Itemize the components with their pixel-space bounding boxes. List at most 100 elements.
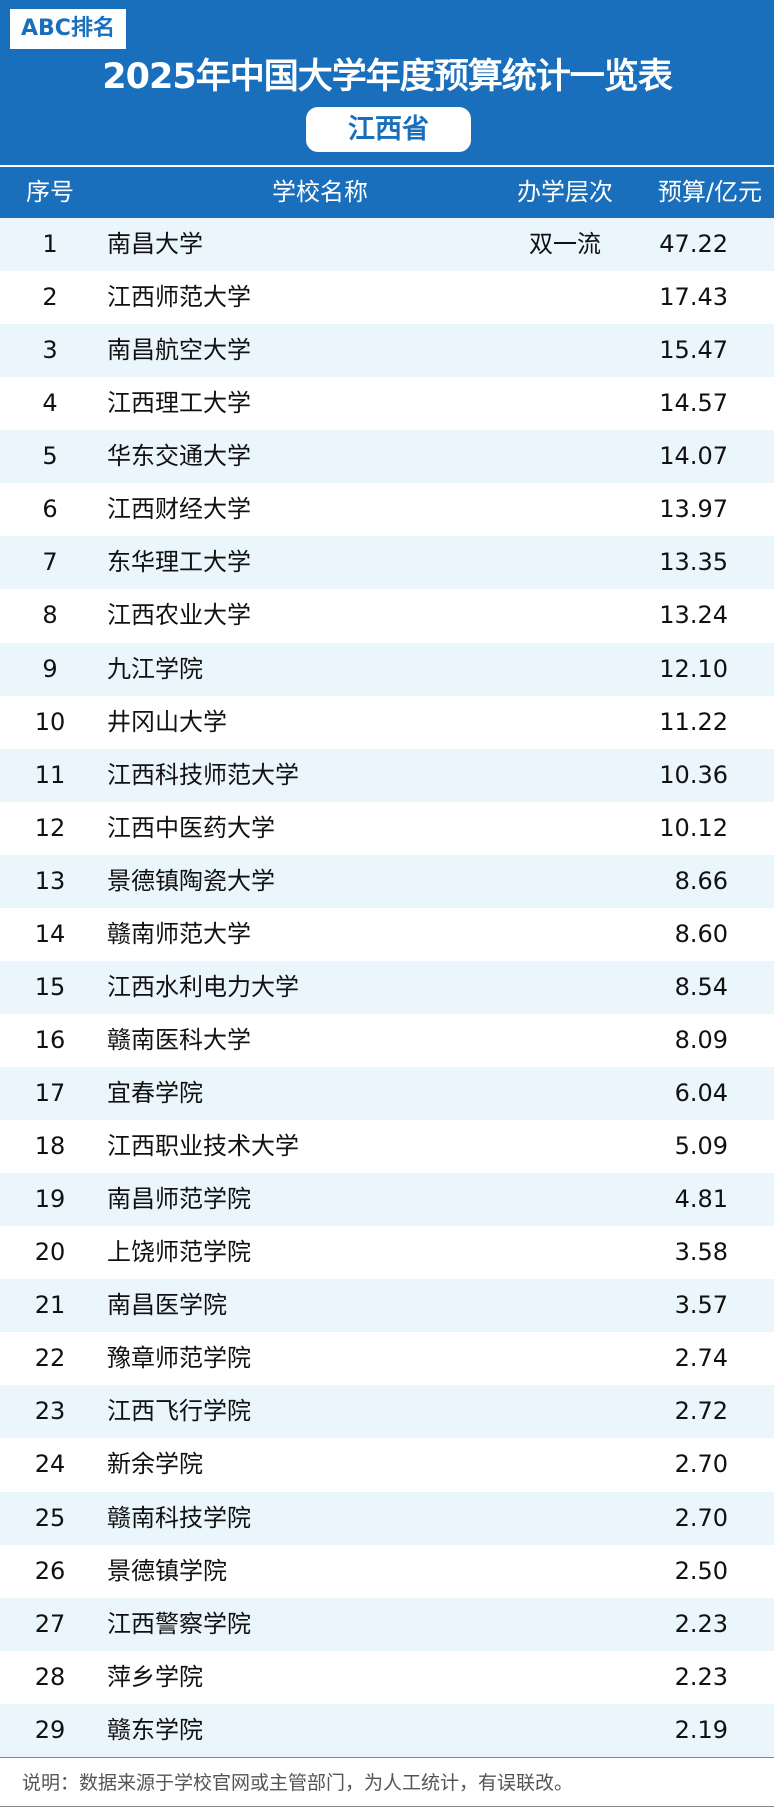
- row-index: 8: [42, 601, 58, 630]
- row-index: 23: [34, 1397, 66, 1426]
- table-row: 9 九江学院 12.10: [0, 642, 774, 696]
- school-name: 南昌航空大学: [107, 336, 251, 365]
- row-index: 2: [42, 283, 58, 312]
- school-name: 江西中医药大学: [107, 813, 275, 842]
- school-name: 赣南科技学院: [107, 1503, 251, 1532]
- table-header: 序号 学校名称 办学层次 预算/亿元: [0, 167, 774, 218]
- row-index: 21: [34, 1291, 66, 1320]
- column-header-level: 办学层次: [517, 178, 613, 206]
- school-name: 景德镇陶瓷大学: [107, 866, 275, 895]
- school-name: 新余学院: [107, 1450, 203, 1479]
- budget-value: 12.10: [659, 654, 728, 683]
- row-index: 26: [34, 1556, 66, 1585]
- column-header-budget: 预算/亿元: [657, 178, 762, 206]
- budget-value: 6.04: [674, 1079, 728, 1107]
- budget-value: 2.19: [674, 1715, 728, 1744]
- budget-value: 17.43: [659, 283, 728, 312]
- row-index: 29: [34, 1715, 66, 1744]
- budget-value: 4.81: [674, 1185, 728, 1214]
- school-name: 九江学院: [107, 654, 203, 683]
- table-row: 12 江西中医药大学 10.12: [0, 801, 774, 855]
- table-row: 8 江西农业大学 13.24: [0, 589, 774, 643]
- table-row: 25 赣南科技学院 2.70: [0, 1491, 774, 1545]
- table-row: 6 江西财经大学 13.97: [0, 483, 774, 537]
- school-name: 江西财经大学: [107, 495, 251, 524]
- brand-badge: ABC排名: [10, 9, 126, 49]
- table-row: 26 景德镇学院 2.50: [0, 1544, 774, 1598]
- school-name: 萍乡学院: [107, 1662, 203, 1691]
- row-index: 27: [34, 1609, 66, 1638]
- table-row: 11 江西科技师范大学 10.36: [0, 748, 774, 802]
- province-label: 江西省: [306, 107, 471, 152]
- school-name: 华东交通大学: [107, 442, 251, 471]
- row-index: 13: [34, 866, 66, 895]
- table-row: 14 赣南师范大学 8.60: [0, 907, 774, 961]
- page-title: 2025年中国大学年度预算统计一览表: [102, 57, 672, 97]
- school-level: 双一流: [529, 230, 601, 258]
- table-row: 15 江西水利电力大学 8.54: [0, 960, 774, 1014]
- school-name: 江西科技师范大学: [107, 760, 299, 789]
- budget-value: 10.12: [659, 813, 728, 842]
- table-row: 23 江西飞行学院 2.72: [0, 1385, 774, 1439]
- school-name: 南昌大学: [107, 230, 203, 258]
- school-name: 江西理工大学: [107, 389, 251, 418]
- budget-value: 10.36: [659, 760, 728, 789]
- budget-value: 2.70: [674, 1503, 728, 1532]
- budget-value: 11.22: [659, 707, 728, 736]
- school-name: 豫章师范学院: [107, 1344, 251, 1373]
- row-index: 6: [42, 495, 58, 524]
- table-row: 7 东华理工大学 13.35: [0, 536, 774, 590]
- table-row: 1 南昌大学 双一流 47.22: [0, 218, 774, 272]
- table-row: 28 萍乡学院 2.23: [0, 1650, 774, 1704]
- table-row: 18 江西职业技术大学 5.09: [0, 1120, 774, 1174]
- school-name: 江西水利电力大学: [107, 972, 299, 1001]
- school-name: 江西职业技术大学: [107, 1132, 299, 1161]
- budget-value: 13.35: [659, 548, 728, 577]
- row-index: 3: [42, 336, 58, 365]
- header-banner: ABC排名 2025年中国大学年度预算统计一览表 江西省: [0, 0, 774, 165]
- school-name: 景德镇学院: [107, 1556, 227, 1585]
- budget-value: 8.54: [674, 972, 728, 1001]
- budget-value: 14.57: [659, 389, 728, 418]
- budget-value: 3.58: [674, 1238, 728, 1267]
- budget-value: 15.47: [659, 336, 728, 365]
- row-index: 17: [34, 1079, 66, 1107]
- budget-value: 2.50: [674, 1556, 728, 1585]
- school-name: 南昌医学院: [107, 1291, 227, 1320]
- table-row: 16 赣南医科大学 8.09: [0, 1013, 774, 1067]
- row-index: 12: [34, 813, 66, 842]
- table-row: 20 上饶师范学院 3.58: [0, 1226, 774, 1280]
- school-name: 南昌师范学院: [107, 1185, 251, 1214]
- budget-value: 3.57: [674, 1291, 728, 1320]
- budget-value: 8.09: [674, 1025, 728, 1054]
- school-name: 井冈山大学: [107, 707, 227, 736]
- table-row: 10 井冈山大学 11.22: [0, 695, 774, 749]
- table-row: 4 江西理工大学 14.57: [0, 377, 774, 431]
- school-name: 上饶师范学院: [107, 1238, 251, 1267]
- row-index: 14: [34, 919, 66, 948]
- school-name: 东华理工大学: [107, 548, 251, 577]
- table-row: 21 南昌医学院 3.57: [0, 1279, 774, 1333]
- row-index: 24: [34, 1450, 66, 1479]
- row-index: 4: [42, 389, 58, 418]
- footer-note: 说明：数据来源于学校官网或主管部门，为人工统计，有误联改。: [0, 1757, 774, 1807]
- school-name: 江西师范大学: [107, 283, 251, 312]
- budget-value: 2.72: [674, 1397, 728, 1426]
- budget-value: 14.07: [659, 442, 728, 471]
- school-name: 宜春学院: [107, 1079, 203, 1107]
- row-index: 19: [34, 1185, 66, 1214]
- school-name: 赣东学院: [107, 1715, 203, 1744]
- school-name: 赣南医科大学: [107, 1025, 251, 1054]
- row-index: 5: [42, 442, 58, 471]
- budget-value: 2.23: [674, 1609, 728, 1638]
- school-name: 江西警察学院: [107, 1609, 251, 1638]
- table-row: 17 宜春学院 6.04: [0, 1067, 774, 1121]
- table-row: 5 华东交通大学 14.07: [0, 430, 774, 484]
- school-name: 赣南师范大学: [107, 919, 251, 948]
- row-index: 16: [34, 1025, 66, 1054]
- school-name: 江西飞行学院: [107, 1397, 251, 1426]
- budget-value: 47.22: [659, 230, 728, 258]
- budget-value: 13.97: [659, 495, 728, 524]
- row-index: 20: [34, 1238, 66, 1267]
